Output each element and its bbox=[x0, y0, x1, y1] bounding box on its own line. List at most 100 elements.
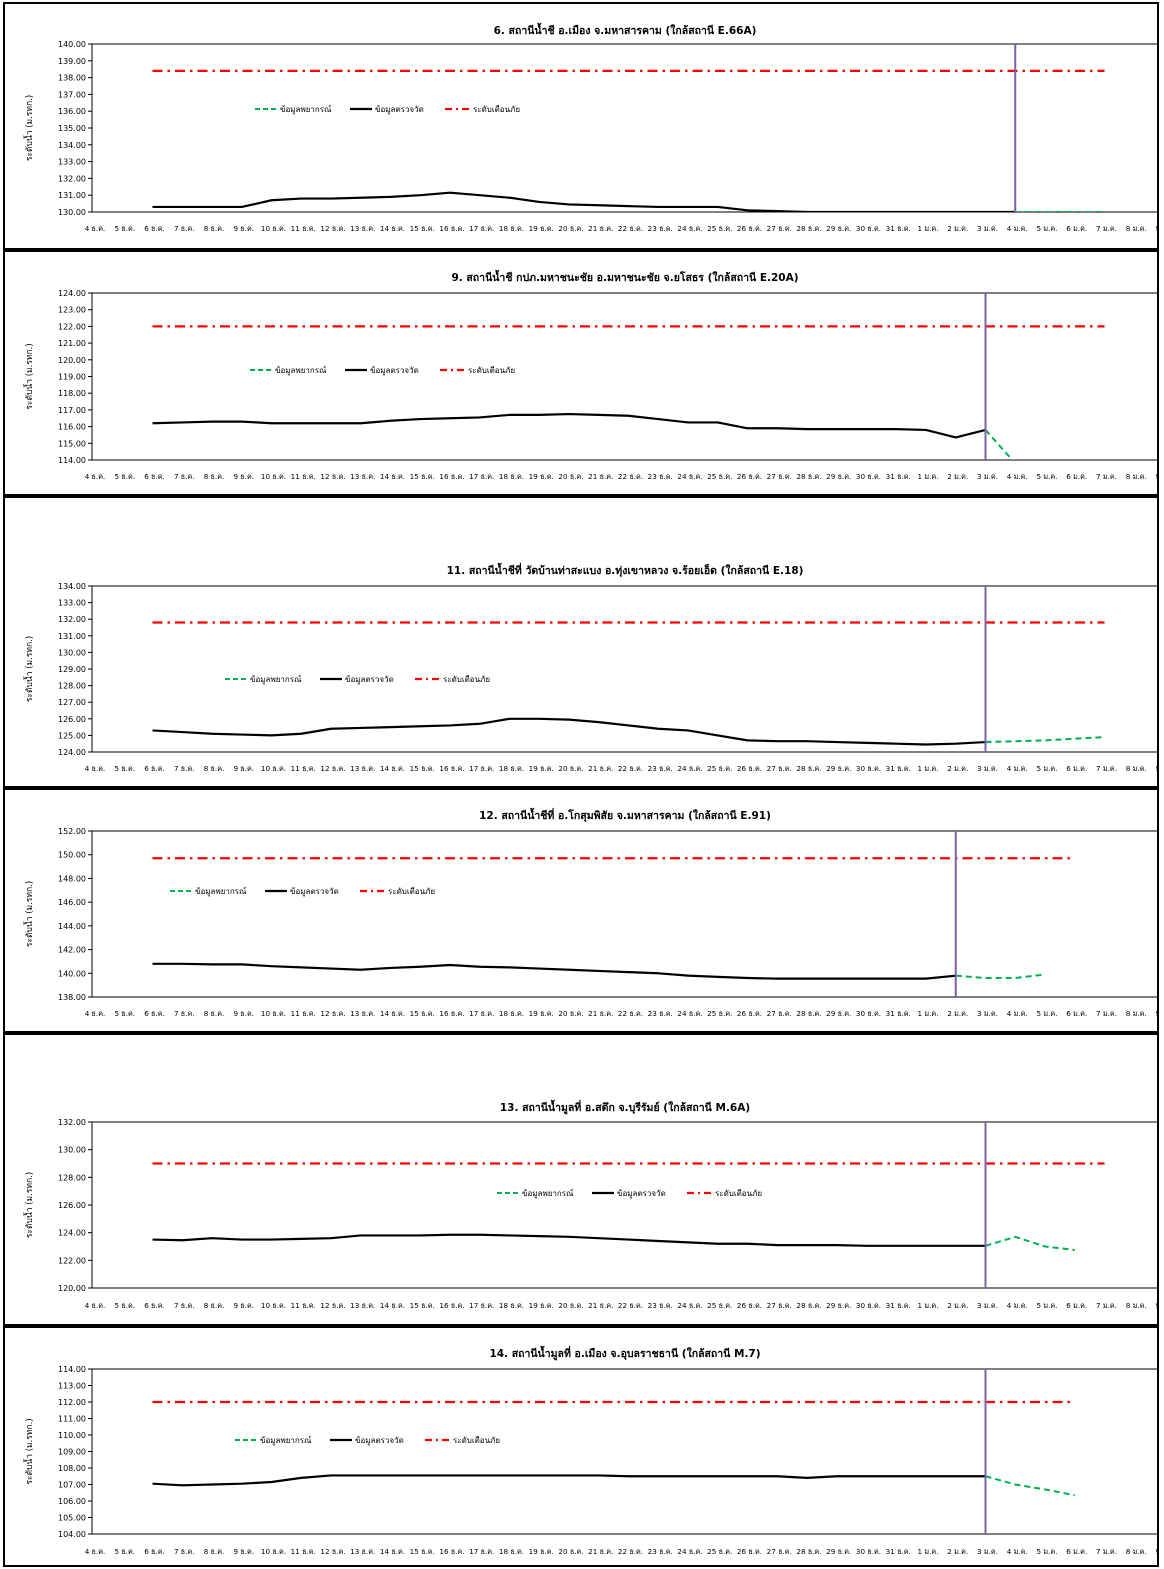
x-tick-label: 3 ม.ค. bbox=[977, 472, 998, 481]
x-tick-label: 12 ธ.ค. bbox=[320, 764, 345, 773]
x-tick-label: 30 ธ.ค. bbox=[856, 1301, 881, 1310]
y-tick-label: 148.00 bbox=[58, 874, 86, 883]
x-tick-label: 20 ธ.ค. bbox=[558, 1547, 583, 1556]
y-tick-label: 127.00 bbox=[58, 698, 86, 707]
x-tick-label: 3 ม.ค. bbox=[977, 1301, 998, 1310]
x-tick-label: 23 ธ.ค. bbox=[648, 472, 673, 481]
legend-observed-label: ข้อมูลตรวจวัด bbox=[375, 105, 424, 115]
forecast-series-line bbox=[985, 1235, 1075, 1251]
forecast-series-line bbox=[955, 973, 1046, 980]
x-tick-label: 2 ม.ค. bbox=[947, 1547, 968, 1556]
y-tick-label: 123.00 bbox=[58, 306, 86, 315]
x-tick-label: 27 ธ.ค. bbox=[767, 472, 792, 481]
x-tick-label: 5 ธ.ค. bbox=[114, 472, 135, 481]
y-tick-label: 128.00 bbox=[58, 1173, 86, 1182]
x-tick-label: 8 ธ.ค. bbox=[204, 1009, 225, 1018]
x-tick-label: 14 ธ.ค. bbox=[380, 1009, 405, 1018]
x-tick-label: 24 ธ.ค. bbox=[677, 1547, 702, 1556]
x-tick-label: 29 ธ.ค. bbox=[826, 472, 851, 481]
x-tick-label: 8 ธ.ค. bbox=[204, 224, 225, 233]
x-tick-label: 20 ธ.ค. bbox=[558, 224, 583, 233]
x-tick-label: 6 ธ.ค. bbox=[144, 1009, 165, 1018]
y-tick-label: 107.00 bbox=[58, 1481, 86, 1490]
x-tick-label: 4 ธ.ค. bbox=[85, 224, 106, 233]
x-tick-label: 4 ม.ค. bbox=[1007, 764, 1028, 773]
x-tick-label: 11 ธ.ค. bbox=[291, 1009, 316, 1018]
x-tick-label: 20 ธ.ค. bbox=[558, 1009, 583, 1018]
x-tick-label: 27 ธ.ค. bbox=[767, 1009, 792, 1018]
x-tick-label: 8 ม.ค. bbox=[1126, 472, 1147, 481]
x-tick-label: 1 ม.ค. bbox=[918, 1301, 939, 1310]
x-tick-label: 17 ธ.ค. bbox=[469, 764, 494, 773]
x-tick-label: 27 ธ.ค. bbox=[767, 764, 792, 773]
x-tick-label: 17 ธ.ค. bbox=[469, 472, 494, 481]
x-tick-label: 9 ม.ค. bbox=[1156, 1009, 1159, 1018]
x-tick-label: 6 ม.ค. bbox=[1066, 1301, 1087, 1310]
x-tick-label: 15 ธ.ค. bbox=[410, 1547, 435, 1556]
plot-area bbox=[91, 1368, 1157, 1535]
y-tick-label: 122.00 bbox=[58, 322, 86, 331]
x-tick-label: 31 ธ.ค. bbox=[886, 764, 911, 773]
chart-title: 13. สถานีน้ำมูลที่ อ.สตึก จ.บุรีรัมย์ (ใ… bbox=[500, 1099, 750, 1115]
x-tick-label: 1 ม.ค. bbox=[918, 224, 939, 233]
y-tick-label: 144.00 bbox=[58, 922, 86, 931]
x-tick-label: 4 ธ.ค. bbox=[85, 1547, 106, 1556]
x-tick-label: 22 ธ.ค. bbox=[618, 764, 643, 773]
y-tick-label: 110.00 bbox=[58, 1431, 86, 1440]
observed-series-line bbox=[152, 1233, 986, 1247]
x-tick-label: 9 ธ.ค. bbox=[233, 472, 254, 481]
x-tick-label: 2 ม.ค. bbox=[947, 224, 968, 233]
legend-forecast-label: ข้อมูลพยากรณ์ bbox=[260, 1435, 312, 1446]
x-tick-label: 6 ธ.ค. bbox=[144, 472, 165, 481]
x-tick-label: 5 ธ.ค. bbox=[114, 764, 135, 773]
plot-area bbox=[91, 830, 1157, 998]
x-tick-label: 23 ธ.ค. bbox=[648, 1009, 673, 1018]
x-tick-label: 21 ธ.ค. bbox=[588, 764, 613, 773]
x-tick-label: 22 ธ.ค. bbox=[618, 472, 643, 481]
x-tick-label: 26 ธ.ค. bbox=[737, 1301, 762, 1310]
x-tick-label: 9 ม.ค. bbox=[1156, 472, 1159, 481]
x-tick-label: 27 ธ.ค. bbox=[767, 1547, 792, 1556]
y-tick-label: 104.00 bbox=[58, 1530, 86, 1539]
y-tick-label: 152.00 bbox=[58, 827, 86, 836]
y-tick-label: 109.00 bbox=[58, 1448, 86, 1457]
x-tick-label: 5 ม.ค. bbox=[1037, 1301, 1058, 1310]
x-tick-label: 26 ธ.ค. bbox=[737, 1547, 762, 1556]
observed-series-line bbox=[152, 191, 1016, 212]
x-tick-label: 4 ธ.ค. bbox=[85, 1009, 106, 1018]
x-tick-label: 10 ธ.ค. bbox=[261, 1009, 286, 1018]
legend-warning-label: ระดับเตือนภัย bbox=[443, 675, 490, 684]
x-tick-label: 25 ธ.ค. bbox=[707, 1009, 732, 1018]
observed-series-line bbox=[152, 717, 986, 746]
x-tick-label: 7 ธ.ค. bbox=[174, 764, 195, 773]
x-tick-label: 30 ธ.ค. bbox=[856, 472, 881, 481]
x-tick-label: 2 ม.ค. bbox=[947, 472, 968, 481]
x-tick-label: 9 ธ.ค. bbox=[233, 1009, 254, 1018]
y-tick-label: 124.00 bbox=[58, 748, 86, 757]
x-tick-label: 13 ธ.ค. bbox=[350, 1301, 375, 1310]
x-tick-label: 14 ธ.ค. bbox=[380, 764, 405, 773]
x-tick-label: 3 ม.ค. bbox=[977, 1009, 998, 1018]
x-tick-label: 19 ธ.ค. bbox=[529, 1009, 554, 1018]
x-tick-label: 17 ธ.ค. bbox=[469, 1547, 494, 1556]
x-tick-label: 20 ธ.ค. bbox=[558, 1301, 583, 1310]
y-tick-label: 122.00 bbox=[58, 1256, 86, 1265]
x-tick-label: 18 ธ.ค. bbox=[499, 224, 524, 233]
x-tick-label: 2 ม.ค. bbox=[947, 1009, 968, 1018]
x-tick-label: 9 ธ.ค. bbox=[233, 224, 254, 233]
x-tick-label: 1 ม.ค. bbox=[918, 1009, 939, 1018]
x-tick-label: 11 ธ.ค. bbox=[291, 1301, 316, 1310]
x-tick-label: 14 ธ.ค. bbox=[380, 472, 405, 481]
legend-observed-label: ข้อมูลตรวจวัด bbox=[345, 675, 394, 685]
y-tick-label: 131.00 bbox=[58, 632, 86, 641]
y-tick-label: 132.00 bbox=[58, 1118, 86, 1127]
x-tick-label: 25 ธ.ค. bbox=[707, 224, 732, 233]
x-tick-label: 9 ธ.ค. bbox=[233, 764, 254, 773]
x-tick-label: 23 ธ.ค. bbox=[648, 764, 673, 773]
x-tick-label: 29 ธ.ค. bbox=[826, 224, 851, 233]
x-tick-label: 18 ธ.ค. bbox=[499, 1547, 524, 1556]
x-tick-label: 29 ธ.ค. bbox=[826, 1301, 851, 1310]
y-axis-label: ระดับน้ำ (ม.รทก.) bbox=[23, 95, 35, 161]
x-tick-label: 11 ธ.ค. bbox=[291, 224, 316, 233]
x-tick-label: 13 ธ.ค. bbox=[350, 1547, 375, 1556]
